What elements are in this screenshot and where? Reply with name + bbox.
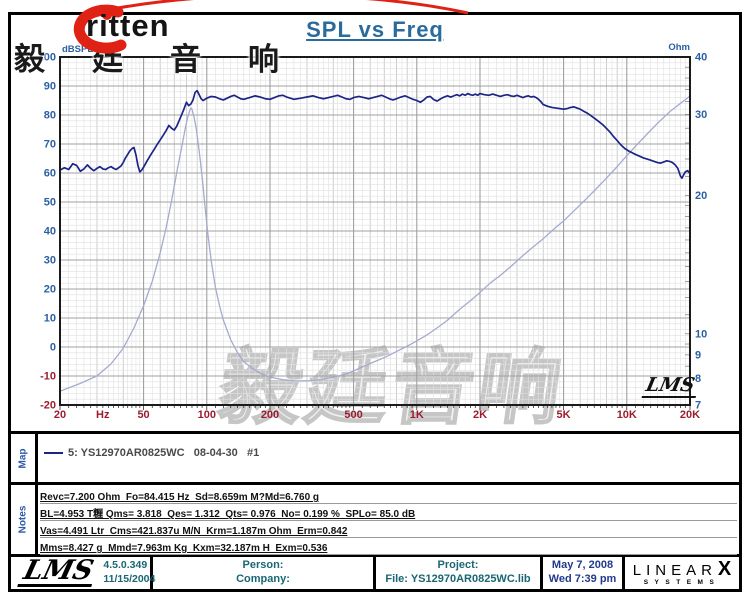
project-label: Project: xyxy=(437,559,479,572)
note-row: Revc=7.200 Ohm Fo=84.415 Hz Sd=8.659m M?… xyxy=(40,487,737,504)
lms-chart-watermark: LMS xyxy=(641,374,701,398)
svg-text:500: 500 xyxy=(344,409,362,421)
note-line-3: Vas=4.491 Ltr Cms=421.837u M/N Krm=1.187… xyxy=(40,526,348,537)
linearx-logo-text: LINEAR xyxy=(632,562,717,580)
svg-text:100: 100 xyxy=(38,52,56,64)
svg-text:50: 50 xyxy=(44,197,56,209)
footer-linearx-cell: LINEAR X SYSTEMS xyxy=(625,557,739,589)
svg-text:100: 100 xyxy=(198,409,216,421)
note-line-4: Mms=8.427 g Mmd=7.963m Kg Kxm=32.187m H … xyxy=(40,543,328,554)
svg-text:20: 20 xyxy=(695,190,707,202)
svg-text:2K: 2K xyxy=(473,409,487,421)
svg-text:30: 30 xyxy=(695,109,707,121)
svg-text:0: 0 xyxy=(50,342,56,354)
footer: LMS 4.5.0.349 11/15/2004 Person: Company… xyxy=(11,555,739,589)
svg-text:Hz: Hz xyxy=(96,409,110,421)
svg-text:80: 80 xyxy=(44,110,56,122)
spl-vs-freq-chart: 1009080706050403020100-10-20403020109872… xyxy=(38,42,708,421)
brand-cjk-text: 毅廷音响 xyxy=(14,42,326,77)
note-line-2: BL=4.953 T糎 Qms= 3.818 Qes= 1.312 Qts= 0… xyxy=(40,509,416,520)
svg-text:200: 200 xyxy=(261,409,279,421)
svg-text:-20: -20 xyxy=(40,400,56,412)
map-label: Map xyxy=(17,448,29,468)
svg-text:70: 70 xyxy=(44,139,56,151)
svg-text:10K: 10K xyxy=(617,409,637,421)
svg-text:20: 20 xyxy=(44,284,56,296)
svg-text:8: 8 xyxy=(695,373,701,385)
svg-text:20K: 20K xyxy=(680,409,700,421)
person-label: Person: xyxy=(242,559,284,572)
svg-text:-10: -10 xyxy=(40,371,56,383)
svg-text:60: 60 xyxy=(44,168,56,180)
note-row: Mms=8.427 g Mmd=7.963m Kg Kxm=32.187m H … xyxy=(40,538,737,555)
svg-text:20: 20 xyxy=(54,409,66,421)
svg-text:10: 10 xyxy=(695,328,707,340)
map-label-column: Map xyxy=(11,434,38,482)
report-date: May 7, 2008 xyxy=(551,559,614,572)
svg-text:5K: 5K xyxy=(557,409,571,421)
svg-text:40: 40 xyxy=(44,226,56,238)
footer-version-cell: LMS 4.5.0.349 11/15/2004 xyxy=(11,555,156,589)
svg-text:40: 40 xyxy=(695,52,707,64)
svg-text:7: 7 xyxy=(695,400,701,412)
company-label: Company: xyxy=(236,573,290,585)
footer-project-cell: Project: File: YS12970AR0825WC.lib xyxy=(376,557,543,589)
lms-logo: LMS xyxy=(17,555,100,587)
linearx-logo-subtext: SYSTEMS xyxy=(643,579,721,587)
note-line-1: Revc=7.200 Ohm Fo=84.415 Hz Sd=8.659m M?… xyxy=(40,492,320,503)
linearx-logo-x: X xyxy=(717,558,732,581)
svg-text:50: 50 xyxy=(137,409,149,421)
legend-text: 5: YS12970AR0825WC 08-04-30 #1 xyxy=(68,447,260,459)
note-row: BL=4.953 T糎 Qms= 3.818 Qes= 1.312 Qts= 0… xyxy=(40,504,737,521)
linearx-logo: LINEAR X SYSTEMS xyxy=(633,559,732,587)
svg-text:30: 30 xyxy=(44,255,56,267)
footer-date-cell: May 7, 2008 Wed 7:39 pm xyxy=(543,557,625,589)
project-file: File: YS12970AR0825WC.lib xyxy=(385,573,531,585)
svg-text:10: 10 xyxy=(44,313,56,325)
divider-chart-map xyxy=(11,431,739,434)
divider-map-notes xyxy=(11,482,739,485)
svg-text:90: 90 xyxy=(44,81,56,93)
note-row: Vas=4.491 Ltr Cms=421.837u M/N Krm=1.187… xyxy=(40,521,737,538)
notes-area: Revc=7.200 Ohm Fo=84.415 Hz Sd=8.659m M?… xyxy=(40,487,737,555)
app-version: 4.5.0.349 xyxy=(103,559,148,572)
legend-line-swatch xyxy=(44,452,63,454)
report-time: Wed 7:39 pm xyxy=(548,573,617,585)
svg-text:9: 9 xyxy=(695,349,701,361)
app-version-date: 11/15/2004 xyxy=(103,573,156,585)
svg-text:Ohm: Ohm xyxy=(668,42,690,53)
legend-row: 5: YS12970AR0825WC 08-04-30 #1 xyxy=(44,444,259,462)
notes-label-column: Notes xyxy=(11,485,38,554)
svg-text:1K: 1K xyxy=(410,409,424,421)
divider-notes-footer xyxy=(11,554,739,557)
footer-person-cell: Person: Company: xyxy=(153,557,376,589)
page-title: SPL vs Freq xyxy=(306,17,444,42)
notes-label: Notes xyxy=(17,505,29,534)
